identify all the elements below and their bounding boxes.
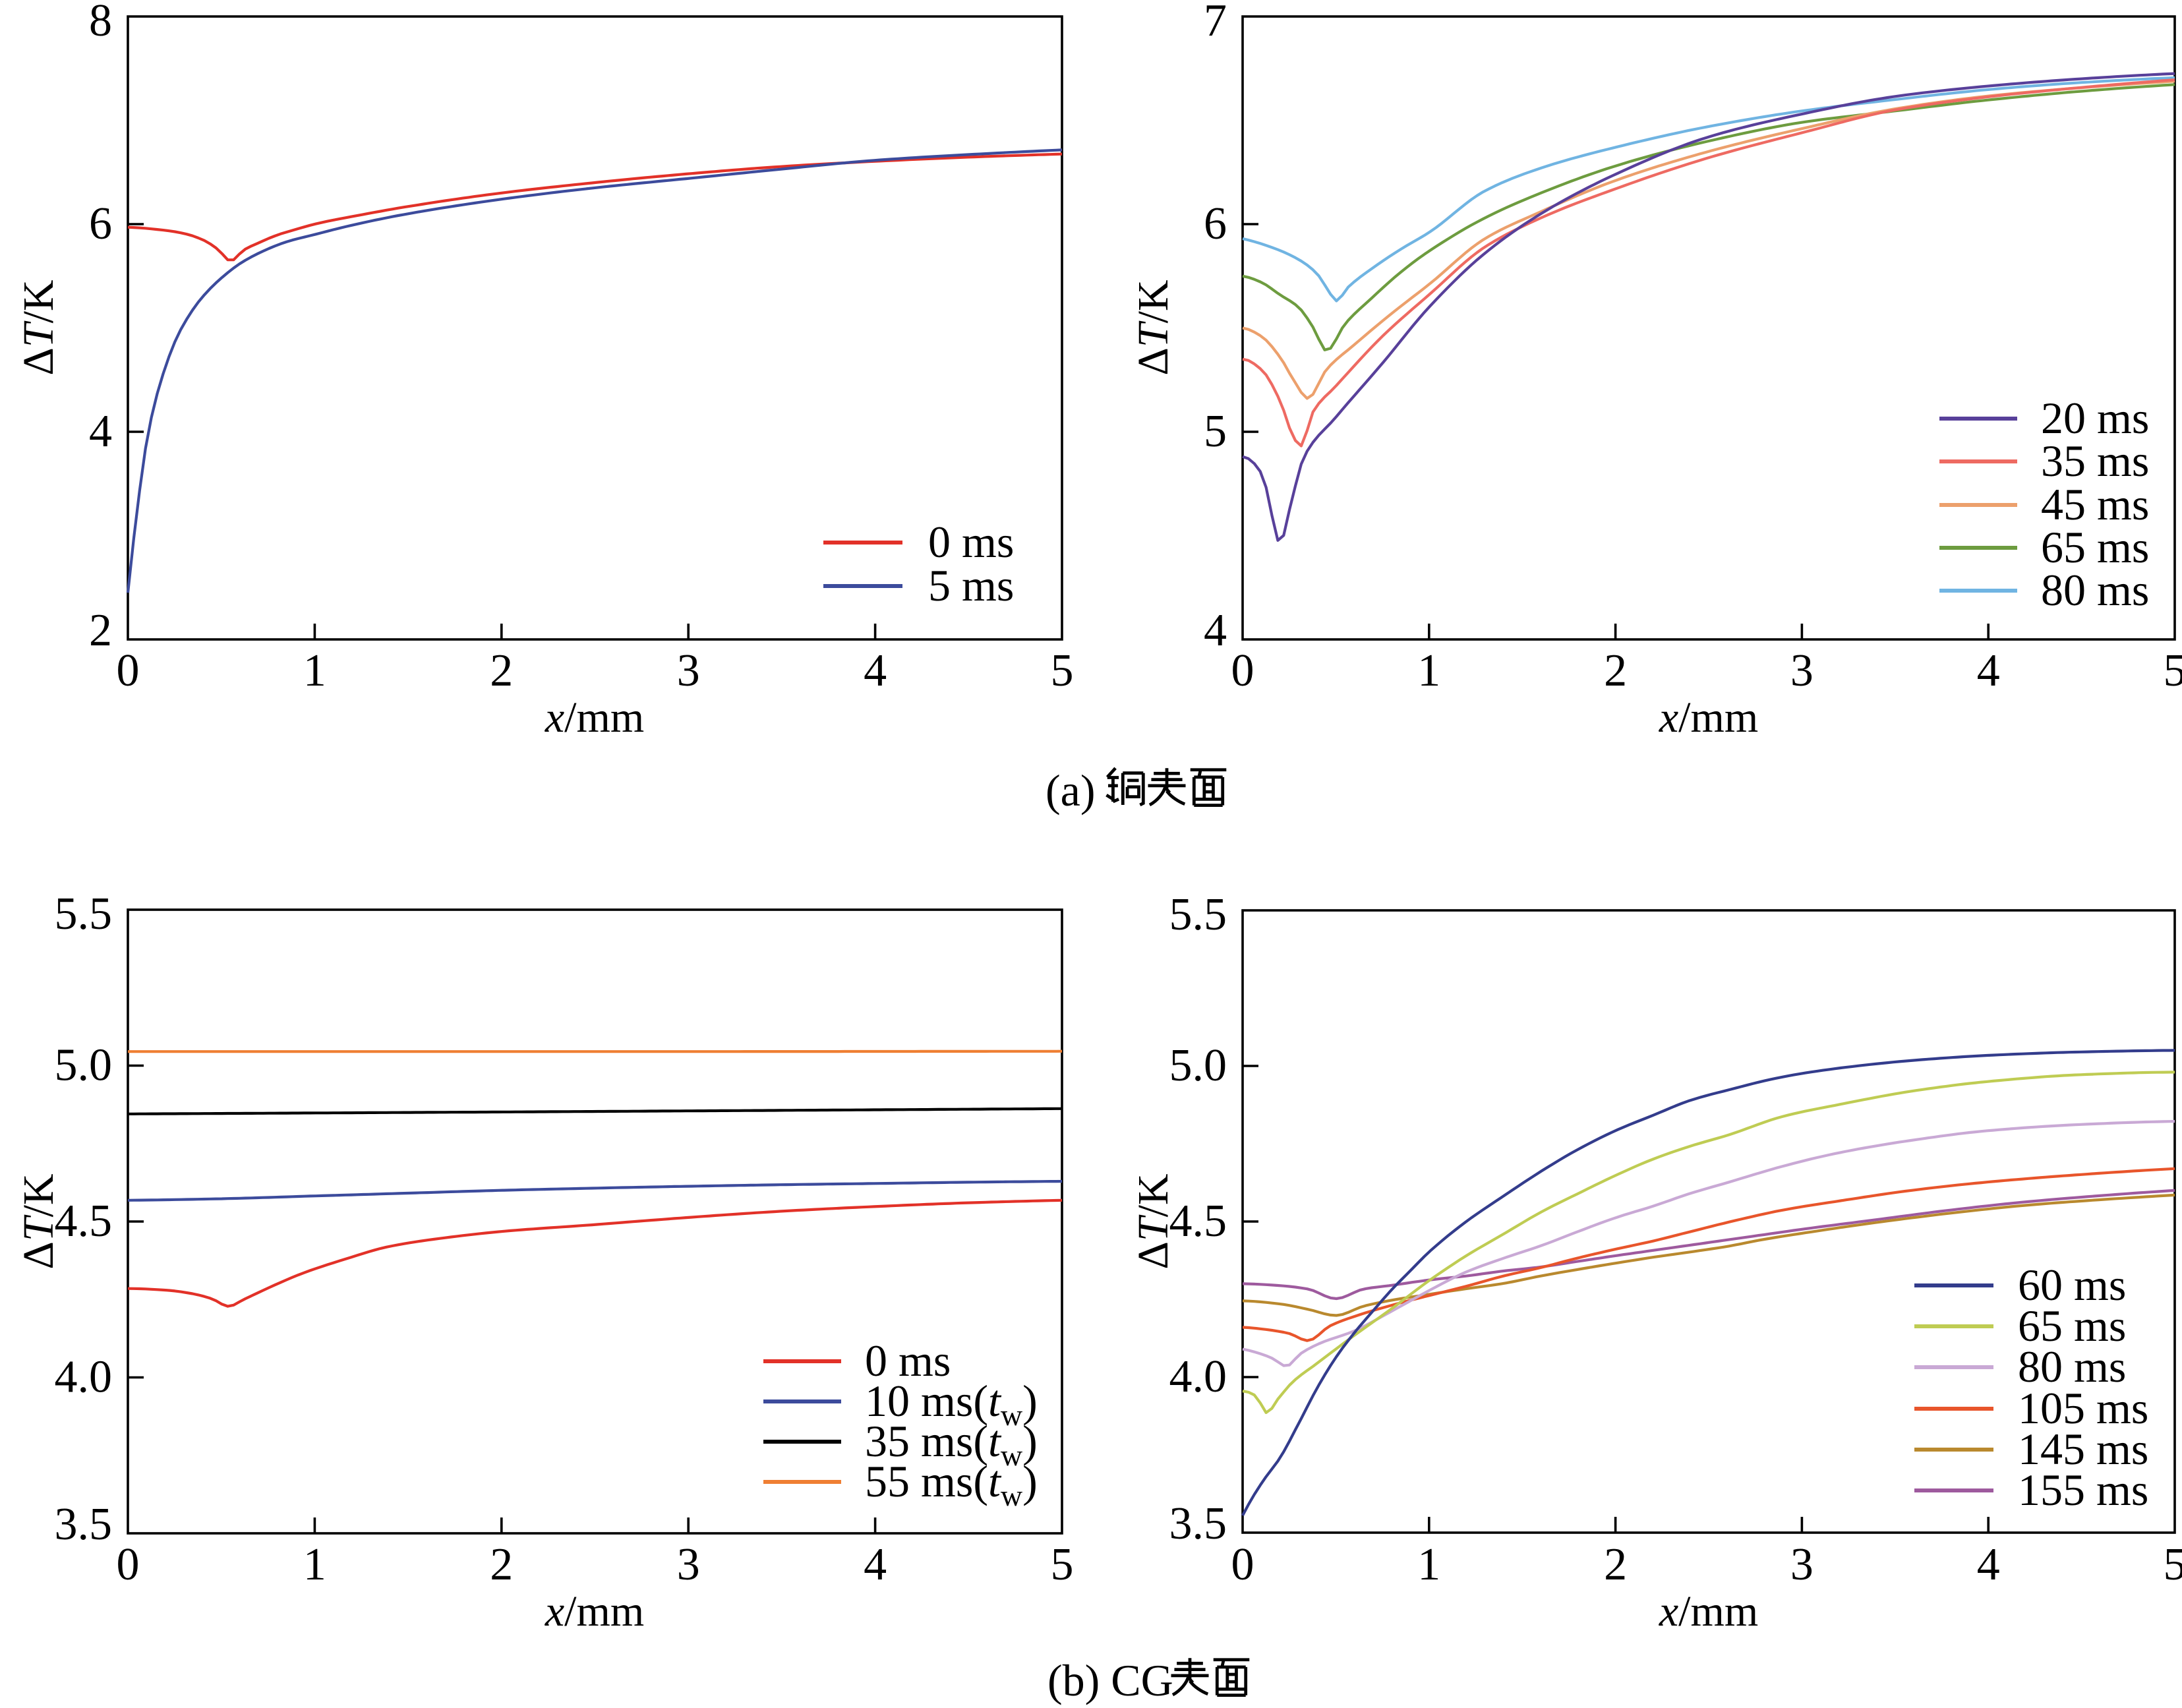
svg-text:5 ms: 5 ms [928,560,1014,610]
svg-text:4: 4 [864,645,887,696]
svg-text:2: 2 [89,605,112,656]
svg-text:5: 5 [2164,645,2182,696]
svg-text:5.0: 5.0 [55,1040,113,1091]
svg-text:7: 7 [1204,0,1227,46]
svg-text:ΔT/K: ΔT/K [1129,280,1177,375]
svg-text:5: 5 [1051,645,1074,696]
svg-text:45 ms: 45 ms [2041,479,2149,529]
svg-text:1: 1 [303,645,326,696]
svg-text:0: 0 [117,645,140,696]
svg-text:1: 1 [1417,645,1440,696]
svg-text:5: 5 [1204,406,1227,457]
svg-text:60 ms: 60 ms [2018,1260,2126,1310]
svg-text:(b) CG: (b) CG [1047,1655,1173,1705]
svg-text:ΔT/K: ΔT/K [1129,1173,1177,1269]
svg-text:80 ms: 80 ms [2041,565,2149,615]
svg-text:x/mm: x/mm [545,693,644,742]
svg-text:3: 3 [677,645,700,696]
svg-text:4: 4 [1977,645,2000,696]
svg-text:105 ms: 105 ms [2018,1383,2148,1433]
svg-text:65 ms: 65 ms [2041,522,2149,572]
svg-text:5.5: 5.5 [1169,889,1227,940]
svg-text:4: 4 [1204,605,1227,656]
svg-text:5.0: 5.0 [1169,1040,1227,1091]
svg-text:0 ms: 0 ms [865,1336,951,1386]
svg-text:4.5: 4.5 [55,1196,113,1247]
svg-text:2: 2 [490,1539,513,1590]
svg-text:4.5: 4.5 [1169,1196,1227,1247]
svg-text:0: 0 [1231,1539,1254,1590]
svg-text:3: 3 [1790,1539,1813,1590]
svg-text:3: 3 [677,1539,700,1590]
svg-text:0: 0 [117,1539,140,1590]
svg-text:0: 0 [1231,645,1254,696]
svg-text:3: 3 [1790,645,1813,696]
svg-text:5: 5 [1051,1539,1074,1590]
svg-text:1: 1 [1417,1539,1440,1590]
svg-text:145 ms: 145 ms [2018,1424,2148,1474]
svg-text:(a): (a) [1046,765,1095,815]
svg-text:4: 4 [1977,1539,2000,1590]
svg-text:2: 2 [1604,1539,1627,1590]
svg-text:3.5: 3.5 [55,1499,113,1550]
svg-text:6: 6 [89,198,112,249]
svg-text:0 ms: 0 ms [928,517,1014,567]
svg-text:4.0: 4.0 [1169,1351,1227,1402]
svg-text:ΔT/K: ΔT/K [15,1173,63,1269]
svg-text:1: 1 [303,1539,326,1590]
svg-text:x/mm: x/mm [545,1587,644,1635]
svg-text:2: 2 [1604,645,1627,696]
svg-text:35 ms: 35 ms [2041,436,2149,486]
svg-text:3.5: 3.5 [1169,1498,1227,1549]
svg-text:65 ms: 65 ms [2018,1301,2126,1351]
svg-text:4: 4 [89,406,112,457]
svg-text:x/mm: x/mm [1659,693,1758,742]
svg-text:6: 6 [1204,198,1227,249]
svg-text:20 ms: 20 ms [2041,393,2149,443]
svg-text:5.5: 5.5 [55,889,113,939]
svg-text:ΔT/K: ΔT/K [15,280,63,375]
svg-text:155 ms: 155 ms [2018,1465,2148,1515]
svg-text:x/mm: x/mm [1659,1587,1758,1635]
svg-text:2: 2 [490,645,513,696]
svg-text:8: 8 [89,0,112,46]
svg-text:4.0: 4.0 [55,1352,113,1403]
svg-text:4: 4 [864,1539,887,1590]
svg-text:80 ms: 80 ms [2018,1341,2126,1392]
svg-text:5: 5 [2164,1539,2182,1590]
